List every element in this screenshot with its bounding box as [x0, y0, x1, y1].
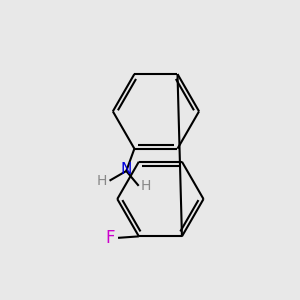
Text: N: N — [121, 162, 132, 177]
Text: H: H — [96, 174, 106, 188]
Text: H: H — [140, 179, 151, 193]
Text: F: F — [106, 229, 115, 247]
